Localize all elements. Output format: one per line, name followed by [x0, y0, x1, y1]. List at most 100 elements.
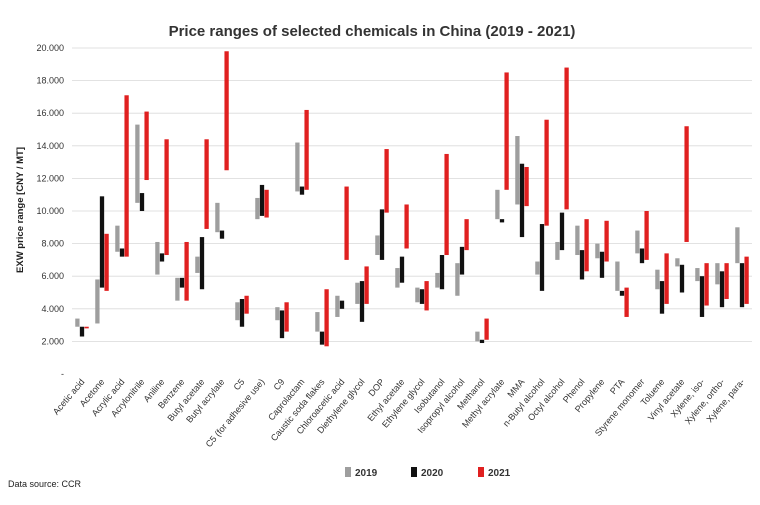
y-tick-label: 20.000	[36, 43, 64, 53]
y-axis-ticks: - 2.000 4.000 6.000 8.000 10.000 12.000 14.000 1…	[36, 43, 64, 379]
legend-label: 2021	[488, 468, 511, 479]
bar-2019	[475, 331, 480, 342]
bar-2019	[255, 197, 260, 220]
legend-swatch-2019	[345, 467, 351, 477]
bar-2020	[199, 237, 205, 290]
bar-2019	[375, 235, 380, 256]
bar-2020	[519, 163, 525, 238]
bar-2020	[739, 263, 745, 308]
bar-2019	[135, 124, 140, 203]
bar-2020	[159, 253, 165, 262]
bar-2021	[144, 111, 149, 181]
bar-2019	[735, 227, 740, 264]
gridlines	[72, 47, 752, 342]
bar-2019	[295, 142, 300, 192]
bar-2021	[744, 256, 749, 304]
legend-label: 2019	[355, 468, 378, 479]
data-source-note: Data source: CCR	[8, 479, 82, 489]
bar-2019	[95, 279, 100, 324]
bar-2020	[699, 276, 705, 317]
x-tick-label: PTA	[608, 377, 626, 396]
bar-2021	[644, 211, 649, 260]
bar-2019	[455, 263, 460, 296]
bar-2019	[495, 189, 500, 220]
bar-2020	[659, 281, 665, 314]
bar-2019	[435, 272, 440, 288]
y-tick-label: 4.000	[41, 304, 64, 314]
bar-2019	[655, 269, 660, 290]
bar-2020	[299, 186, 305, 195]
bar-2020	[639, 248, 645, 264]
bar-2019	[315, 312, 320, 332]
bar-2019	[175, 277, 180, 301]
bar-2019	[75, 318, 80, 327]
y-tick-label: 14.000	[36, 141, 64, 151]
bar-2021	[484, 318, 489, 340]
bar-2020	[119, 248, 125, 257]
bar-2020	[359, 281, 365, 322]
bar-2019	[695, 268, 700, 282]
bar-2019	[555, 241, 560, 260]
bar-2020	[379, 209, 385, 260]
bar-2021	[444, 153, 449, 256]
bar-2021	[724, 263, 729, 300]
bar-2021	[624, 287, 629, 317]
bar-2019	[535, 261, 540, 275]
bar-2020	[339, 300, 345, 309]
bar-2020	[679, 264, 685, 293]
bar-2019	[675, 258, 680, 267]
bar-2021	[264, 189, 269, 218]
bar-2020	[579, 250, 585, 280]
bar-2020	[79, 326, 85, 337]
bar-2019	[575, 225, 580, 256]
bar-2021	[244, 295, 249, 314]
bar-2020	[439, 255, 445, 290]
bar-2021	[464, 219, 469, 251]
y-tick-label: 6.000	[41, 271, 64, 281]
bar-2020	[419, 289, 425, 304]
bar-2021	[604, 220, 609, 262]
bar-2020	[139, 193, 145, 211]
bar-2020	[259, 184, 265, 216]
bar-2019	[515, 136, 520, 205]
chart-title: Price ranges of selected chemicals in Ch…	[169, 23, 576, 40]
y-tick-label: 18.000	[36, 76, 64, 86]
bar-2021	[124, 95, 129, 257]
bar-2019	[715, 263, 720, 285]
bar-2019	[395, 268, 400, 288]
bar-2019	[355, 282, 360, 304]
bar-2020	[459, 246, 465, 275]
bar-2021	[304, 109, 309, 190]
bar-2021	[204, 139, 209, 229]
bar-2021	[664, 253, 669, 304]
bar-2021	[684, 126, 689, 242]
bar-2019	[215, 202, 220, 233]
bar-2020	[179, 277, 185, 288]
bar-2021	[584, 219, 589, 272]
y-tick-label: 8.000	[41, 239, 64, 249]
bar-2021	[84, 326, 89, 329]
bar-2020	[219, 230, 225, 239]
bar-2020	[319, 331, 325, 345]
bar-2021	[164, 139, 169, 256]
bar-2021	[384, 149, 389, 213]
y-tick-label: 12.000	[36, 173, 64, 183]
bar-2021	[544, 119, 549, 226]
bar-2020	[619, 290, 625, 296]
bar-2021	[704, 263, 709, 306]
x-tick-label: C5	[231, 377, 246, 392]
bar-2021	[504, 72, 509, 190]
y-tick-label: -	[61, 369, 64, 379]
bar-2020	[399, 256, 405, 283]
x-tick-label: C9	[271, 377, 286, 392]
bar-2019	[115, 225, 120, 252]
bar-2020	[539, 224, 545, 291]
bar-2019	[635, 230, 640, 254]
bar-2020	[279, 310, 285, 339]
bar-2021	[524, 166, 529, 207]
bar-2019	[275, 307, 280, 321]
legend-label: 2020	[421, 468, 444, 479]
y-tick-label: 10.000	[36, 206, 64, 216]
